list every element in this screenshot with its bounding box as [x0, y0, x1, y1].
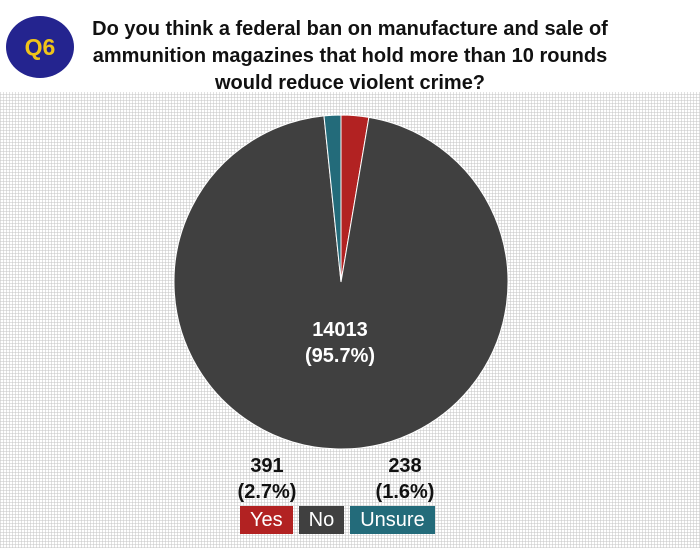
slice-value-yes: 391: [250, 455, 284, 477]
slice-label-yes: 391 (2.7%): [222, 453, 312, 505]
slice-value-no: 14013: [312, 319, 368, 341]
slice-percent-unsure: (1.6%): [375, 481, 435, 503]
legend-item-unsure: Unsure: [350, 506, 435, 534]
legend-item-no: No: [298, 506, 345, 534]
slice-label-no: 14013 (95.7%): [270, 317, 410, 369]
legend-item-yes: Yes: [240, 506, 293, 534]
slice-value-unsure: 238: [388, 455, 422, 477]
pie-slice-no: [173, 115, 509, 450]
question-number: Q6: [24, 33, 56, 60]
slice-label-unsure: 238 (1.6%): [360, 453, 450, 505]
title-line-3: would reduce violent crime?: [214, 72, 486, 94]
title-line-1: Do you think a federal ban on manufactur…: [92, 18, 608, 40]
slice-percent-yes: (2.7%): [237, 481, 297, 503]
slice-percent-no: (95.7%): [304, 345, 376, 367]
title-line-2: ammunition magazines that hold more than…: [92, 45, 608, 67]
legend: Yes No Unsure: [240, 506, 435, 534]
question-badge: Q6: [6, 16, 74, 78]
pie-slice-unsure: [323, 114, 342, 283]
chart-title: Do you think a federal ban on manufactur…: [84, 16, 616, 97]
